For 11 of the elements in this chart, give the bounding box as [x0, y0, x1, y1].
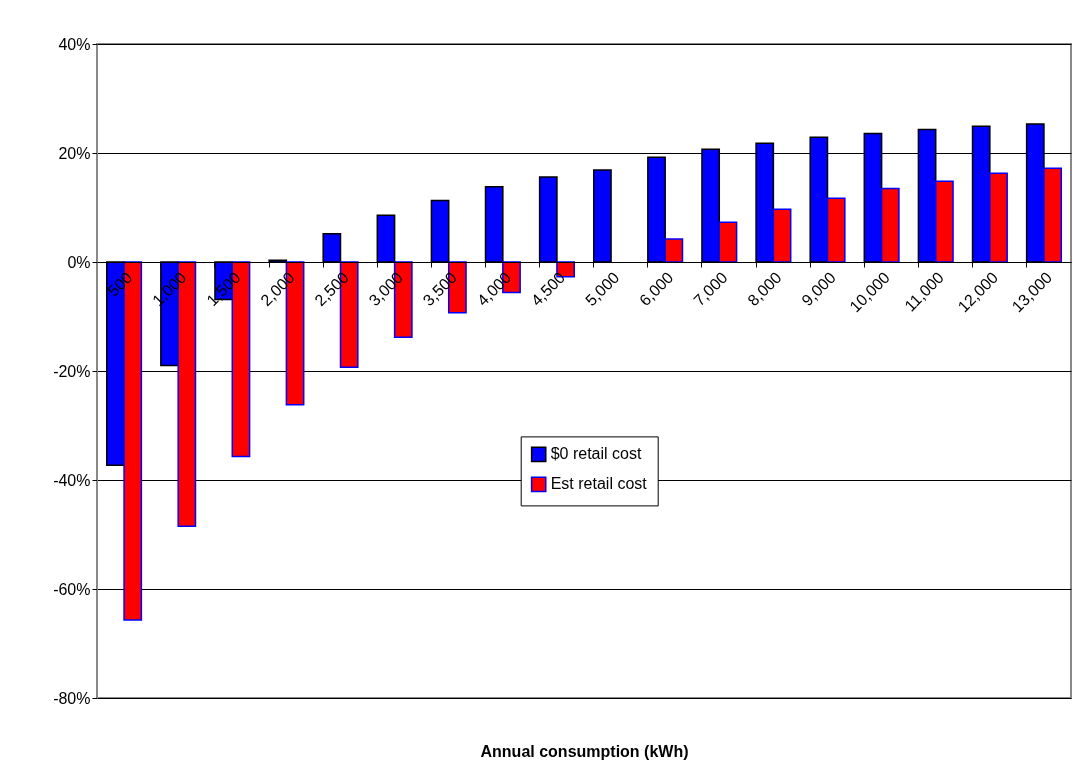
x-axis-title: Annual consumption (kWh)	[480, 742, 689, 760]
y-tick-label: -20%	[53, 362, 91, 380]
y-tick-label: 0%	[67, 253, 91, 271]
y-tick-label: 20%	[58, 144, 91, 162]
y-tick-label: -60%	[53, 580, 91, 598]
legend-label: $0 retail cost	[550, 445, 642, 463]
y-tick-label: -40%	[53, 471, 91, 489]
legend-label: Est retail cost	[550, 475, 648, 493]
y-tick-label: -80%	[53, 689, 91, 707]
x-tick-label: 500	[104, 268, 136, 300]
y-tick-label: 40%	[58, 35, 91, 53]
